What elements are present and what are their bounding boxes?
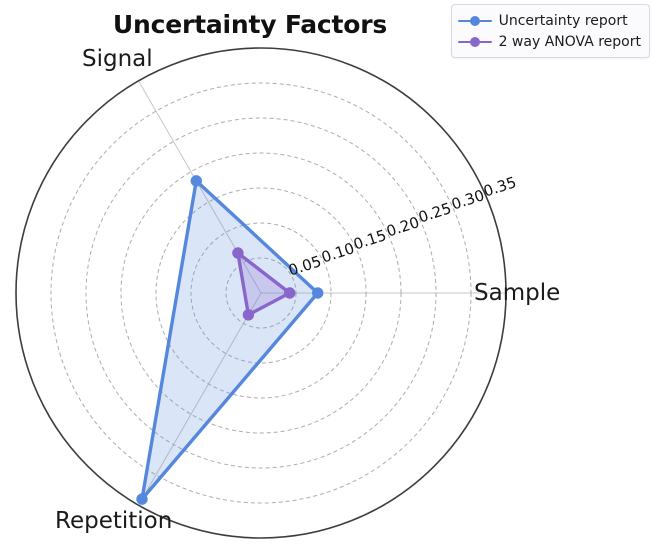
legend-label-anova-report: 2 way ANOVA report — [498, 33, 641, 50]
legend-swatch-uncertainty-report — [457, 14, 492, 28]
legend-item-anova-report[interactable]: 2 way ANOVA report — [457, 31, 641, 52]
legend-item-uncertainty-report[interactable]: Uncertainty report — [457, 10, 641, 31]
axis-label-repetition: Repetition — [55, 508, 173, 534]
chart-legend: Uncertainty report 2 way ANOVA report — [450, 4, 650, 58]
axis-label-signal: Signal — [82, 46, 153, 72]
legend-swatch-anova-report — [457, 35, 492, 49]
axis-label-sample: Sample — [474, 280, 561, 306]
page-title: Uncertainty Factors — [112, 10, 388, 39]
legend-label-uncertainty-report: Uncertainty report — [498, 12, 628, 29]
